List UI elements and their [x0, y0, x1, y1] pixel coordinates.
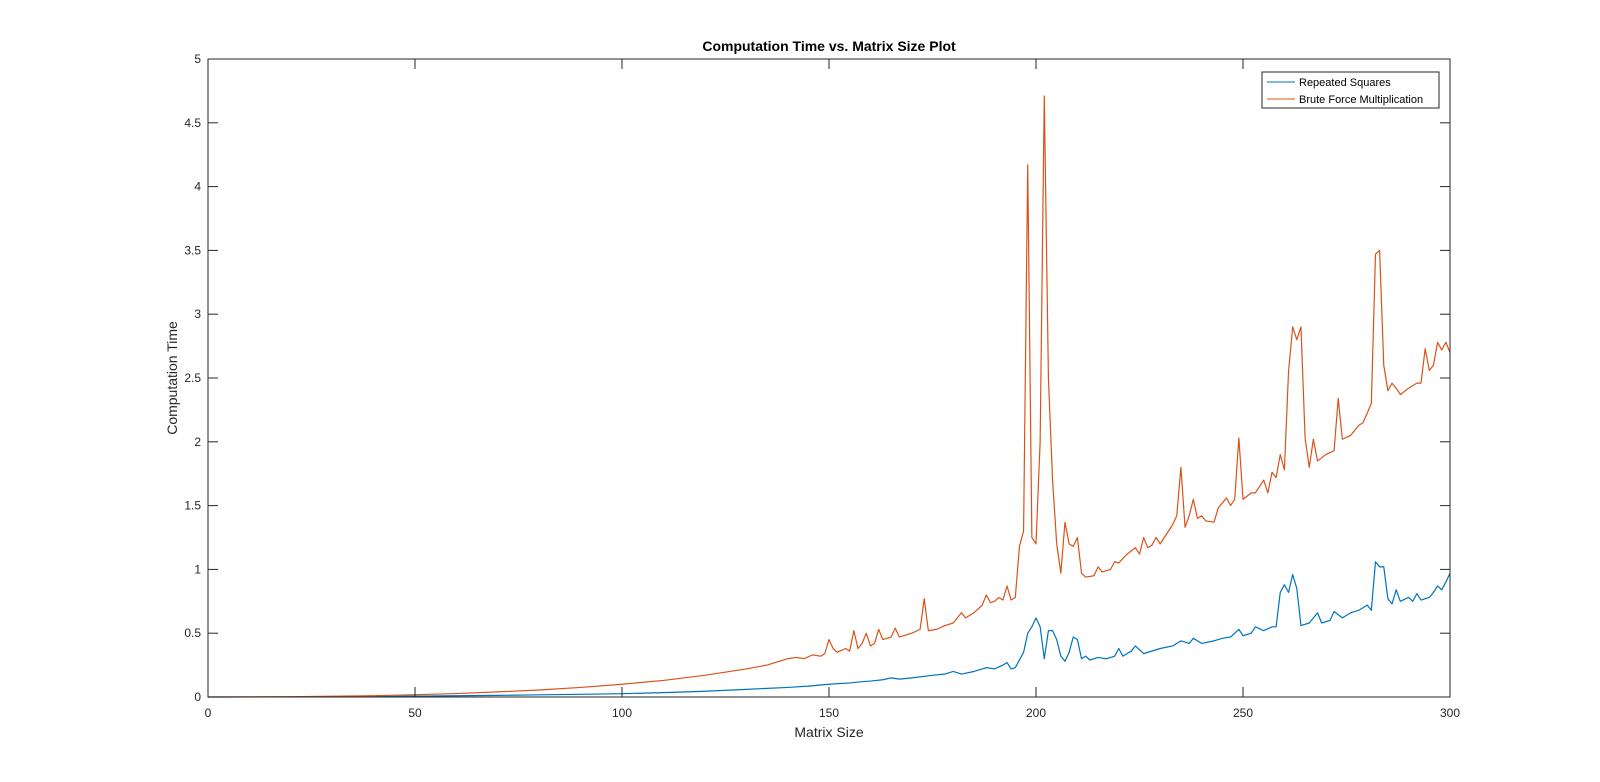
y-tick-label: 1.5 — [184, 499, 201, 513]
y-tick-label: 4 — [194, 180, 201, 194]
legend-box — [1261, 71, 1440, 109]
y-tick-label: 0 — [194, 690, 201, 704]
plot-area-border — [207, 58, 1451, 698]
y-tick-label: 1 — [194, 562, 201, 576]
y-tick-label: 3.5 — [184, 243, 201, 257]
legend: Repeated Squares Brute Force Multiplicat… — [1261, 71, 1440, 109]
y-tick-label: 2 — [194, 435, 201, 449]
y-axis-title: Computation Time — [164, 321, 180, 435]
x-tick-label: 250 — [1233, 706, 1253, 720]
x-tick-label: 100 — [612, 706, 632, 720]
y-tick-label: 4.5 — [184, 116, 201, 130]
series-layer — [207, 95, 1451, 698]
y-tick-label: 0.5 — [184, 626, 201, 640]
y-tick-label: 3 — [194, 307, 201, 321]
x-axis-title: Matrix Size — [794, 724, 863, 740]
x-tick-label: 300 — [1440, 706, 1460, 720]
y-tick-label: 2.5 — [184, 371, 201, 385]
series-line-brute-force-multiplication — [207, 95, 1451, 698]
x-tick-label: 150 — [819, 706, 839, 720]
x-tick-label: 0 — [205, 706, 212, 720]
x-tick-label: 50 — [408, 706, 422, 720]
legend-label-repeated-squares: Repeated Squares — [1299, 77, 1391, 89]
series-line-repeated-squares — [207, 561, 1451, 698]
legend-label-brute-force: Brute Force Multiplication — [1299, 94, 1423, 106]
plot-background — [208, 59, 1450, 697]
y-tick-label: 5 — [194, 52, 201, 66]
x-tick-label: 200 — [1026, 706, 1046, 720]
chart-title: Computation Time vs. Matrix Size Plot — [702, 38, 956, 54]
